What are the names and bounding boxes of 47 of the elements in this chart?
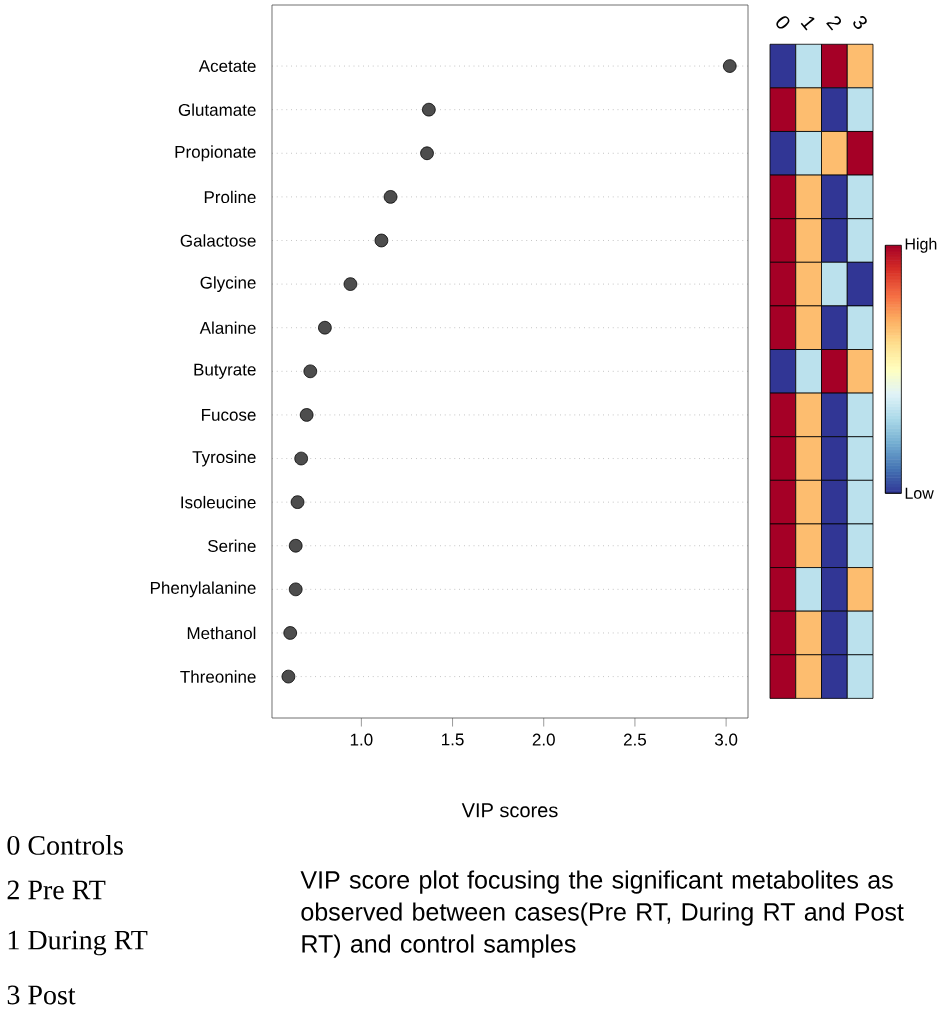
point <box>383 190 398 204</box>
y-tick-label: Threonine <box>180 670 256 683</box>
text: VIP score plot focusing the significant metabolites as observed between cases(Pre RT, During RT and Post RT) and control samples <box>300 870 904 958</box>
color-bar-label: High <box>905 237 937 253</box>
y-tick-label: Isoleucine <box>181 495 256 509</box>
x-tick-label: 2.5 <box>623 733 647 746</box>
x-axis-title: VIP scores <box>461 803 558 818</box>
text: 1 During RT <box>8 930 148 956</box>
y-tick-label: Serine <box>208 539 256 552</box>
point <box>420 146 434 161</box>
y-tick-label: Propionate <box>175 145 256 162</box>
point <box>283 626 298 640</box>
x-tick-label: 1.5 <box>442 733 464 746</box>
point <box>422 102 436 117</box>
point <box>318 320 332 335</box>
point <box>281 669 296 684</box>
point <box>294 451 308 466</box>
point <box>343 277 358 291</box>
text: 2 Pre RT <box>7 880 106 900</box>
x-tick-label: 2 <box>826 16 842 31</box>
y-tick-label: Butyrate <box>194 363 256 379</box>
y-tick-label: Glutamate <box>178 103 256 116</box>
point <box>303 364 318 379</box>
x-tick-label: 1 <box>800 16 815 31</box>
y-tick-label: Phenylalanine <box>150 581 256 598</box>
y-tick-label: Galactose <box>180 234 256 247</box>
y-tick-label: Methanol <box>187 626 256 640</box>
x-tick-label: 3.0 <box>714 733 738 746</box>
point <box>374 233 389 248</box>
x-tick-label: 0 <box>776 16 790 29</box>
text: 3 Post <box>7 985 76 1005</box>
y-tick-label: Acetate <box>198 60 256 72</box>
y-tick-label: Proline <box>204 190 256 204</box>
point <box>288 538 303 553</box>
point <box>299 408 314 422</box>
point <box>722 59 737 73</box>
point <box>288 582 303 597</box>
y-tick-label: Fucose <box>202 408 256 421</box>
y-tick-label: Glycine <box>200 276 256 293</box>
x-tick-label: 1.0 <box>350 733 373 746</box>
y-tick-label: Tyrosine <box>192 450 256 467</box>
color-bar-label: Low <box>905 487 934 499</box>
point <box>290 495 305 509</box>
y-tick-label: Alanine <box>199 321 256 334</box>
x-tick-label: 2.0 <box>532 733 555 746</box>
x-tick-label: 3 <box>853 16 867 30</box>
text: 0 Controls <box>7 835 123 855</box>
